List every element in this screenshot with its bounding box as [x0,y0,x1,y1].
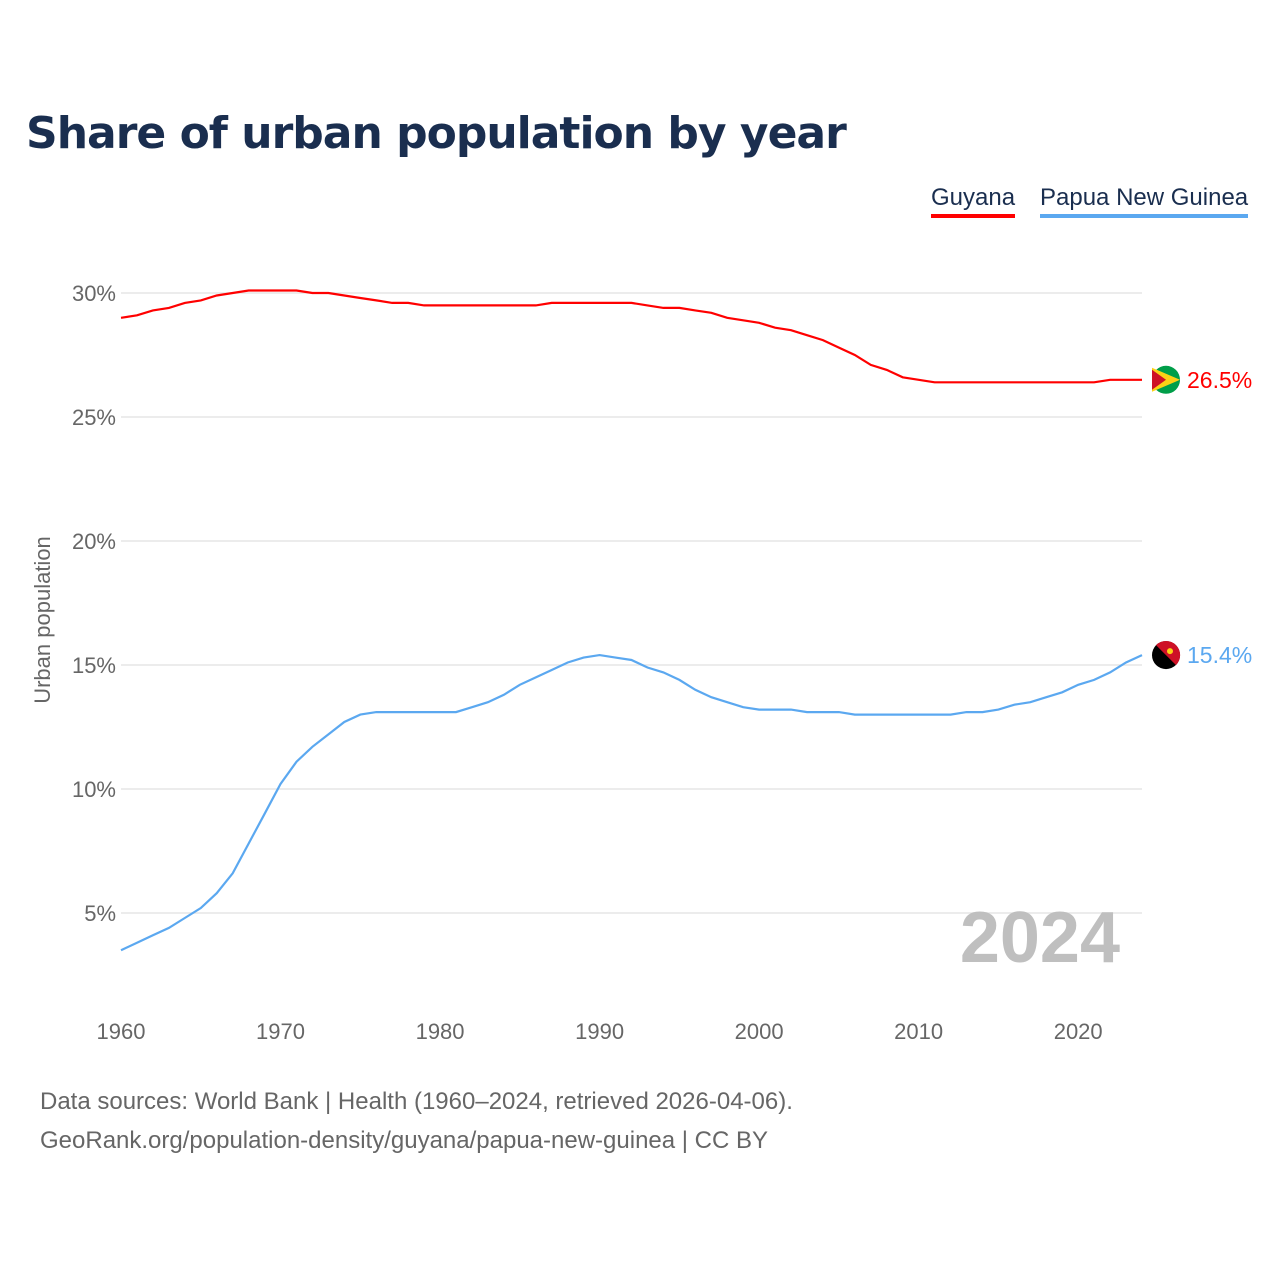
y-tick-label: 30% [72,281,116,306]
x-tick-label: 2010 [894,1019,943,1044]
x-tick-label: 1960 [97,1019,146,1044]
y-tick-label: 15% [72,653,116,678]
y-tick-label: 25% [72,405,116,430]
series-line-papua-new-guinea [120,653,1143,952]
source-url[interactable]: GeoRank.org/population-density/guyana/pa… [40,1127,769,1154]
y-tick-label: 10% [72,777,116,802]
y-tick-label: 5% [84,901,116,926]
y-tick-label: 20% [72,529,116,554]
legend-guyana[interactable]: Guyana [931,184,1016,218]
end-value-label: 26.5% [1187,367,1252,393]
year-watermark: 2024 [960,898,1120,978]
y-axis-label: Urban population [30,536,55,704]
end-value-label: 15.4% [1187,642,1252,668]
x-tick-label: 1990 [575,1019,624,1044]
chart-title: Share of urban population by year [26,108,847,159]
x-tick-label: 2000 [735,1019,784,1044]
x-tick-label: 2020 [1054,1019,1103,1044]
guyana-flag-icon [1152,369,1166,390]
source-line: Data sources: World Bank | Health (1960–… [40,1088,793,1115]
x-tick-label: 1970 [256,1019,305,1044]
legend-papua-new-guinea[interactable]: Papua New Guinea [1040,184,1249,218]
x-tick-label: 1980 [416,1019,465,1044]
series-line-guyana [120,289,1142,384]
png-flag-icon [1167,648,1173,655]
